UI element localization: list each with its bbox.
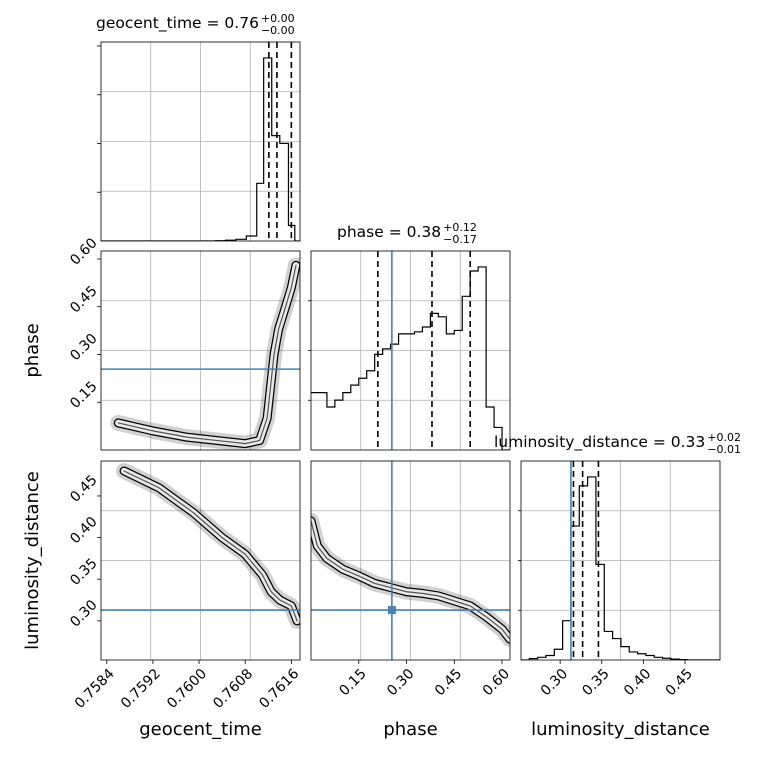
hist-panel-geocent_time: geocent_time = 0.76 +0.00−0.00	[96, 12, 301, 242]
y-axis-phase: 0.15 0.30 0.45 0.60 phase	[22, 235, 101, 412]
y-tick-label: 0.15	[67, 378, 100, 411]
grid-lines	[101, 42, 300, 241]
panel-title-geocent_time: geocent_time = 0.76 +0.00−0.00	[96, 12, 295, 37]
title-upper-error: +0.12	[443, 221, 477, 234]
x-axis-geocent_time: 0.7584 0.7592 0.7600 0.7608 0.7616 geocent_ti…	[72, 660, 302, 740]
x-tick-label: 0.7608	[210, 666, 256, 712]
title-text: phase = 0.38	[337, 223, 441, 241]
hist-bars-phase	[311, 266, 510, 450]
x-tick-label: 0.40	[621, 666, 654, 699]
x-tick-label: 0.7584	[72, 666, 118, 712]
x-tick-label: 0.7600	[164, 666, 210, 712]
density-core	[311, 520, 510, 640]
hist-bars-geocent_time	[101, 57, 300, 241]
y-tick-label: 0.45	[67, 283, 100, 316]
panel-title-luminosity_distance: luminosity_distance = 0.33 +0.02−0.01	[494, 431, 741, 456]
density-core	[117, 264, 297, 445]
density-outer-band	[116, 462, 300, 629]
hist-panel-luminosity_distance: luminosity_distance = 0.33 +0.02−0.01	[494, 431, 741, 661]
y-tick-label: 0.35	[67, 555, 100, 588]
y-tick-label: 0.40	[67, 514, 100, 547]
grid-lines	[521, 461, 720, 660]
x-tick-label: 0.7616	[256, 666, 302, 712]
hist-content	[311, 251, 510, 450]
x-tick-label: 0.30	[384, 666, 417, 699]
x-axis-luminosity_distance: 0.30 0.35 0.40 0.45 luminosity_distance	[531, 660, 710, 740]
panel-border	[100, 460, 301, 661]
x-tick-label: 0.45	[432, 666, 465, 699]
density-panel-phase-vs-luminosity_distance	[309, 460, 513, 661]
title-text: geocent_time = 0.76	[96, 14, 259, 33]
density-content	[101, 257, 300, 450]
grid-lines	[101, 251, 300, 450]
y-tick-label: 0.30	[67, 331, 100, 364]
y-tick-label: 0.45	[67, 472, 100, 505]
panel-border	[100, 41, 301, 242]
hist-content	[101, 42, 300, 241]
hist-panel-phase: phase = 0.38 +0.12−0.17	[310, 221, 511, 451]
hist-content	[521, 461, 720, 660]
y-axis-label-luminosity_distance: luminosity_distance	[22, 471, 43, 650]
x-tick-label: 0.35	[579, 666, 612, 699]
sample-point	[511, 639, 513, 641]
hist-bars-luminosity_distance	[521, 476, 720, 660]
title-text: luminosity_distance = 0.33	[494, 433, 705, 452]
title-lower-error: −0.01	[707, 443, 741, 456]
title-upper-error: +0.00	[261, 12, 295, 25]
density-content	[309, 461, 513, 660]
x-axis-label-geocent_time: geocent_time	[139, 719, 262, 740]
x-tick-label: 0.15	[336, 666, 369, 699]
y-tick-label: 0.30	[67, 597, 100, 630]
title-upper-error: +0.02	[707, 431, 741, 444]
x-axis-label-phase: phase	[383, 719, 437, 740]
sample-point	[309, 523, 311, 525]
y-tick-label: 0.60	[67, 235, 100, 268]
density-core	[123, 470, 298, 622]
y-axis-luminosity_distance: 0.30 0.35 0.40 0.45 luminosity_distance	[22, 471, 101, 650]
density-panel-geocent_time-vs-luminosity_distance	[100, 460, 301, 661]
title-lower-error: −0.17	[443, 233, 477, 246]
x-axis-phase: 0.15 0.30 0.45 0.60 phase	[336, 660, 513, 740]
x-tick-label: 0.60	[480, 666, 513, 699]
grid-lines	[311, 251, 510, 450]
x-tick-label: 0.30	[538, 666, 571, 699]
sample-point	[309, 522, 311, 524]
title-lower-error: −0.00	[261, 24, 295, 37]
density-panel-geocent_time-vs-phase	[100, 250, 301, 451]
x-axis-label-luminosity_distance: luminosity_distance	[531, 719, 710, 740]
truth-marker	[387, 606, 396, 615]
density-content	[101, 462, 300, 629]
panel-title-phase: phase = 0.38 +0.12−0.17	[337, 221, 477, 246]
panel-border	[310, 460, 511, 661]
x-tick-label: 0.7592	[118, 666, 164, 712]
y-axis-label-phase: phase	[22, 323, 43, 377]
grid-lines	[101, 461, 300, 660]
x-tick-label: 0.45	[663, 666, 696, 699]
panel-border	[100, 250, 301, 451]
